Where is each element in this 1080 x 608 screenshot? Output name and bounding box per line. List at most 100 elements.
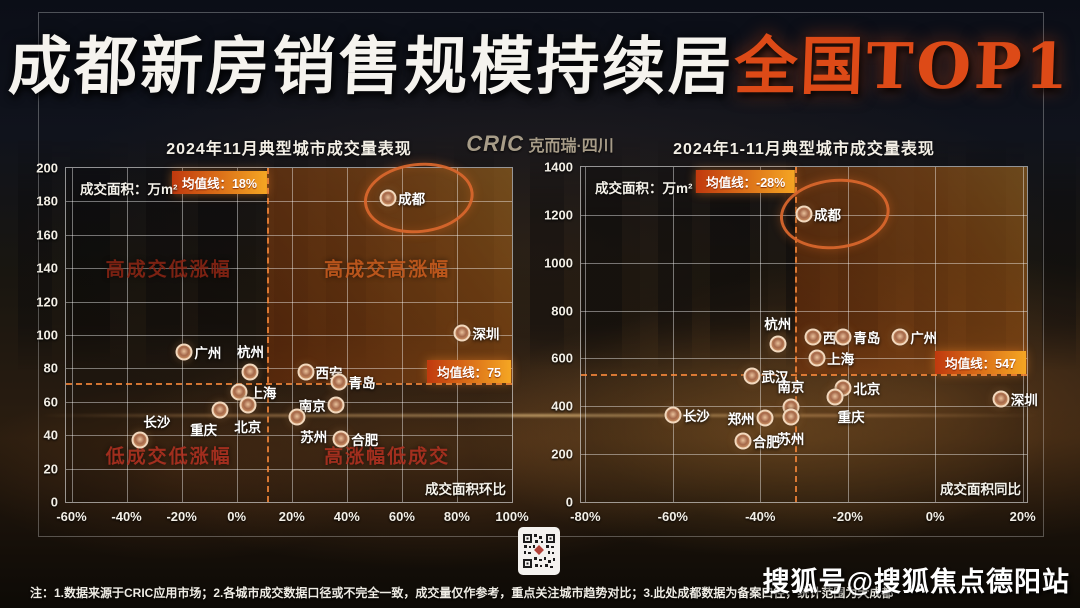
- gridline-vertical: [401, 168, 403, 502]
- data-point: [795, 205, 813, 223]
- data-point: [453, 324, 471, 342]
- gridline-horizontal: [581, 262, 1027, 264]
- mean-vline: [795, 167, 798, 502]
- gridline-horizontal: [66, 201, 512, 203]
- x-tick-label: -20%: [166, 509, 197, 524]
- footnote: 注：1.数据来源于CRIC应用市场；2.各城市成交数据口径或不完全一致，成交量仅…: [30, 586, 894, 600]
- x-tick-label: -40%: [745, 509, 776, 524]
- city-label: 南京: [298, 399, 326, 415]
- data-point: [330, 373, 348, 391]
- x-tick-label: 0%: [925, 509, 945, 524]
- y-tick-label: 120: [36, 294, 58, 310]
- sohu-watermark: 搜狐号@搜狐焦点德阳站: [762, 567, 1070, 597]
- city-label: 苏州: [777, 432, 805, 448]
- city-label: 杭州: [236, 344, 264, 360]
- data-point: [992, 390, 1010, 408]
- y-tick-label: 80: [43, 360, 58, 376]
- gridline-vertical: [672, 167, 674, 502]
- page-title-white: 成都新房销售规模持续居: [7, 29, 736, 103]
- data-point: [891, 328, 909, 346]
- city-label: 郑州: [727, 412, 755, 428]
- chart-left-plot: -60% -40% -20% 0% 20% 40% 60% 80% 100% 0 20 40 60 80 1…: [36, 157, 529, 524]
- gridline-horizontal: [581, 454, 1027, 456]
- city-label: 成都: [398, 192, 426, 208]
- y-tick-label: 60: [43, 394, 58, 410]
- data-point: [241, 363, 259, 381]
- city-label: 北京: [853, 382, 881, 398]
- mean-vline-badge: 均值线：18%: [171, 171, 267, 194]
- quadrant-label: 高成交高涨幅: [324, 259, 451, 281]
- gridline-vertical: [935, 167, 937, 502]
- mean-hline-badge: 均值线：75: [427, 360, 511, 384]
- data-point: [297, 363, 315, 381]
- gridline-vertical: [126, 168, 128, 502]
- y-tick-label: 0: [565, 494, 573, 510]
- gridline-horizontal: [66, 234, 512, 236]
- y-tick-label: 140: [36, 260, 58, 276]
- city-label: 青岛: [348, 375, 376, 391]
- city-label: 重庆: [837, 409, 865, 425]
- chart-left-title: 2024年11月典型城市成交量表现: [166, 141, 412, 158]
- city-label: 上海: [827, 352, 855, 368]
- highlight-quadrant-shade: [795, 167, 1027, 375]
- data-point: [379, 189, 397, 207]
- data-point: [734, 432, 752, 450]
- chart-right-title: 2024年1-11月典型城市成交量表现: [673, 141, 935, 158]
- city-label: 广州: [910, 330, 938, 346]
- x-tick-label: -20%: [832, 509, 863, 524]
- mean-vline: [266, 168, 269, 502]
- data-point: [808, 349, 826, 367]
- city-label: 长沙: [682, 408, 710, 424]
- gridline-horizontal: [66, 468, 512, 470]
- y-tick-label: 1400: [544, 159, 573, 175]
- y-tick-label: 400: [551, 398, 573, 414]
- data-point: [834, 328, 852, 346]
- gridline-horizontal: [581, 406, 1027, 408]
- data-point: [756, 409, 774, 427]
- y-tick-label: 160: [36, 227, 58, 243]
- city-label: 南京: [777, 380, 805, 396]
- gridline-vertical: [585, 167, 587, 502]
- city-label: 杭州: [764, 317, 792, 333]
- cric-logo-name: 克而瑞·四川: [528, 138, 614, 155]
- x-tick-label: -40%: [111, 509, 142, 524]
- page-title-orange: 全国TOP1: [733, 29, 1073, 103]
- y-axis-unit-label: 成交面积：万m²: [595, 181, 693, 196]
- city-label: 重庆: [190, 423, 218, 439]
- gridline-horizontal: [66, 335, 512, 336]
- qr-code: [518, 527, 560, 575]
- page-title: 成都新房销售规模持续居全国TOP1: [0, 16, 1080, 107]
- data-point: [230, 383, 248, 401]
- gridline-vertical: [760, 167, 762, 502]
- city-label: 成都: [814, 207, 841, 223]
- y-tick-label: 20: [43, 461, 58, 477]
- y-tick-label: 1000: [544, 255, 573, 271]
- city-label: 苏州: [300, 429, 328, 445]
- x-tick-label: 0%: [227, 509, 247, 524]
- data-point: [804, 328, 822, 346]
- data-point: [743, 367, 761, 385]
- quadrant-label: 高成交低涨幅: [105, 259, 232, 281]
- mean-hline-badge: 均值线：547: [935, 351, 1026, 375]
- x-tick-label: 60%: [388, 509, 415, 524]
- y-tick-label: 180: [36, 193, 58, 209]
- x-tick-label: 40%: [333, 509, 360, 524]
- y-tick-label: 100: [36, 327, 58, 343]
- x-tick-label: 20%: [1009, 509, 1036, 524]
- data-point: [288, 408, 306, 426]
- x-tick-label: 100%: [495, 509, 529, 524]
- data-point: [175, 343, 193, 361]
- y-axis-unit-label: 成交面积：万m²: [80, 182, 178, 197]
- y-tick-label: 0: [50, 494, 58, 510]
- gridline-vertical: [291, 168, 293, 502]
- data-point: [664, 406, 682, 424]
- city-label: 长沙: [143, 415, 171, 431]
- gridline-horizontal: [581, 310, 1027, 312]
- data-point: [211, 401, 229, 419]
- quadrant-label: 低成交低涨幅: [105, 446, 232, 468]
- city-label: 青岛: [853, 330, 881, 346]
- y-tick-label: 800: [551, 303, 573, 319]
- x-tick-label: 20%: [278, 509, 305, 524]
- data-point: [826, 388, 844, 406]
